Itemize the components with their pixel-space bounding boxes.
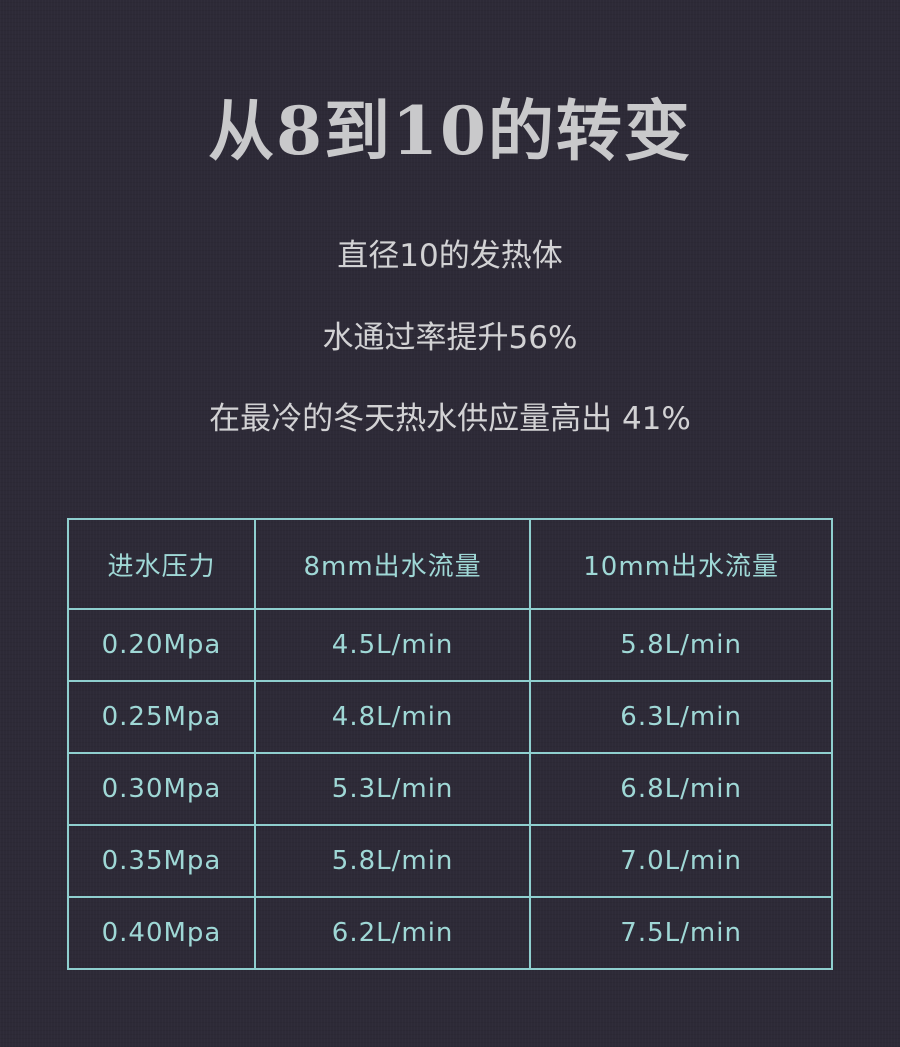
header-cell: 10mm出水流量	[529, 518, 833, 610]
table-row: 0.20Mpa 4.5L/min 5.8L/min	[67, 608, 833, 682]
table-cell: 4.5L/min	[253, 608, 532, 682]
table-cell: 5.8L/min	[529, 608, 833, 682]
table-cell: 5.8L/min	[253, 824, 532, 898]
table-cell: 0.20Mpa	[67, 608, 256, 682]
page-title: 从8到10的转变	[208, 92, 692, 170]
table-header-row: 进水压力 8mm出水流量 10mm出水流量	[67, 518, 833, 610]
feature-line-2: 水通过率提升56%	[322, 320, 578, 356]
table-row: 0.35Mpa 5.8L/min 7.0L/min	[67, 824, 833, 898]
table-cell: 5.3L/min	[253, 752, 532, 826]
table-cell: 6.3L/min	[529, 680, 833, 754]
table-row: 0.40Mpa 6.2L/min 7.5L/min	[67, 896, 833, 970]
header-cell: 进水压力	[67, 518, 256, 610]
table-cell: 0.40Mpa	[67, 896, 256, 970]
table-cell: 0.30Mpa	[67, 752, 256, 826]
table-row: 0.25Mpa 4.8L/min 6.3L/min	[67, 680, 833, 754]
table-cell: 6.2L/min	[253, 896, 532, 970]
feature-line-1: 直径10的发热体	[337, 238, 563, 274]
flow-comparison-table: 进水压力 8mm出水流量 10mm出水流量 0.20Mpa 4.5L/min 5…	[67, 518, 833, 970]
feature-line-3: 在最冷的冬天热水供应量高出 41%	[209, 401, 691, 437]
table-cell: 6.8L/min	[529, 752, 833, 826]
table-cell: 0.35Mpa	[67, 824, 256, 898]
table-cell: 4.8L/min	[253, 680, 532, 754]
table-cell: 7.0L/min	[529, 824, 833, 898]
header-cell: 8mm出水流量	[253, 518, 532, 610]
table-cell: 7.5L/min	[529, 896, 833, 970]
table-cell: 0.25Mpa	[67, 680, 256, 754]
table-row: 0.30Mpa 5.3L/min 6.8L/min	[67, 752, 833, 826]
